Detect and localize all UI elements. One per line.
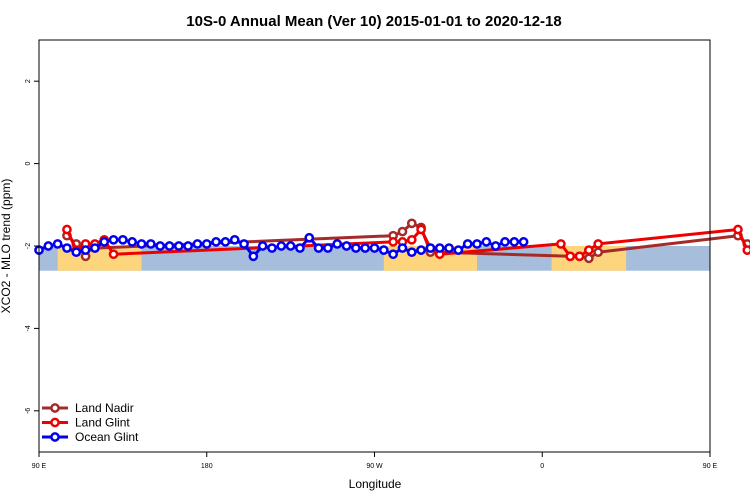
data-point [90, 243, 100, 253]
data-point [388, 237, 398, 247]
y-axis: 2 0 -2 -4 -6 [25, 79, 39, 414]
data-point [239, 239, 249, 249]
y-tick-label: -2 [25, 243, 32, 249]
data-point [500, 237, 510, 247]
x-tick-label: 90 W [366, 463, 383, 470]
legend-item: Ocean Glint [42, 430, 139, 444]
data-point [388, 249, 398, 260]
data-point [285, 241, 296, 251]
y-tick-label: 0 [25, 162, 32, 166]
x-axis: 90 E 180 90 W 0 90 E [32, 452, 718, 470]
data-point [220, 237, 231, 247]
data-point [574, 251, 585, 262]
y-axis-label: XCO2 - MLO trend (ppm) [0, 179, 13, 314]
data-point [127, 237, 138, 247]
y-tick-label: -6 [25, 408, 32, 414]
data-point [108, 249, 119, 260]
data-point [248, 251, 259, 262]
data-point [565, 251, 576, 262]
data-point [313, 243, 324, 253]
data-point [490, 241, 501, 251]
data-point [164, 241, 175, 251]
legend-marker [50, 432, 60, 442]
data-point [593, 239, 604, 249]
data-point [71, 247, 82, 258]
data-point [360, 243, 371, 253]
data-point [425, 243, 436, 253]
data-point [406, 247, 417, 258]
data-point [397, 226, 408, 237]
data-point [183, 241, 193, 251]
data-point [323, 243, 333, 253]
data-point [378, 245, 389, 255]
data-point [351, 243, 361, 253]
data-point [295, 243, 305, 253]
data-point [201, 239, 212, 249]
y-tick-label: 2 [25, 79, 32, 83]
data-point [481, 237, 492, 247]
data-point [593, 247, 604, 258]
data-point [80, 245, 91, 255]
data-point [108, 234, 119, 245]
legend-label: Land Glint [75, 416, 130, 430]
x-axis-label: Longitude [349, 477, 402, 491]
legend-label: Land Nadir [75, 401, 134, 415]
data-point [192, 239, 203, 249]
data-point [62, 224, 72, 235]
data-point [583, 253, 594, 264]
data-point [416, 245, 426, 255]
data-point [406, 218, 417, 229]
data-point [733, 224, 743, 235]
data-point [434, 243, 445, 253]
data-point [229, 234, 240, 245]
data-point [341, 241, 352, 251]
x-tick-label: 0 [540, 463, 544, 470]
legend-item: Land Glint [42, 416, 130, 430]
y-tick-label: -4 [25, 325, 32, 331]
data-point [416, 224, 426, 235]
data-point [453, 245, 464, 255]
x-tick-label: 180 [201, 463, 213, 470]
legend-marker [50, 417, 60, 428]
data-point [518, 237, 529, 247]
series-ocean-glint [34, 232, 529, 262]
data-point [369, 243, 380, 253]
chart-title: 10S-0 Annual Mean (Ver 10) 2015-01-01 to… [186, 13, 561, 30]
data-point [397, 243, 408, 253]
legend-label: Ocean Glint [75, 430, 139, 444]
data-point [472, 239, 482, 249]
data-point [211, 237, 221, 247]
data-point [276, 241, 287, 251]
data-point [332, 239, 343, 249]
x-tick-label: 90 E [703, 463, 718, 470]
data-point [462, 239, 473, 249]
data-point [257, 241, 268, 251]
legend-marker [50, 403, 60, 413]
data-point [52, 239, 63, 249]
series-layer [34, 218, 750, 264]
data-point [304, 232, 315, 243]
data-point [173, 241, 184, 251]
data-point [406, 234, 417, 245]
data-point [43, 241, 54, 251]
data-point [145, 239, 156, 249]
data-point [444, 243, 454, 253]
data-point [62, 243, 72, 253]
data-point [99, 237, 110, 247]
data-point [155, 241, 166, 251]
data-point [118, 234, 128, 245]
legend-item: Land Nadir [42, 401, 134, 415]
data-point [267, 243, 277, 253]
data-point [509, 237, 520, 247]
data-point [556, 239, 566, 249]
data-point [583, 245, 594, 255]
data-point [742, 245, 750, 255]
data-point [136, 239, 147, 249]
x-tick-label: 90 E [32, 463, 47, 470]
